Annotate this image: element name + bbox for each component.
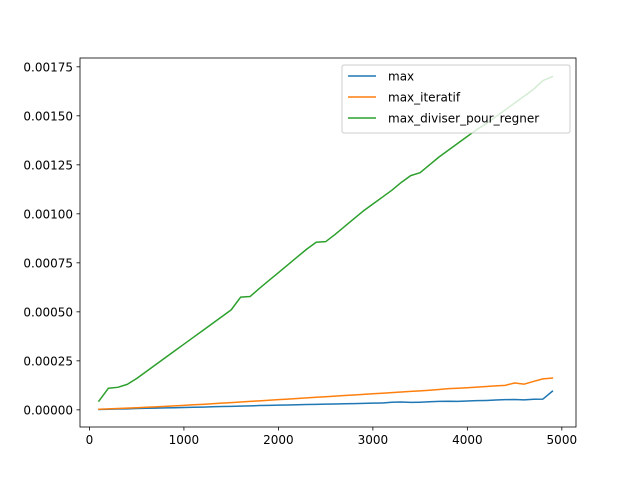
x-tick-label: 1000 [169,433,200,447]
y-tick-label: 0.00125 [23,158,73,172]
x-tick-label: 3000 [358,433,389,447]
y-tick-label: 0.00050 [23,305,73,319]
legend: max max_iteratif max_diviser_pour_regner [341,64,571,134]
y-tick-label: 0.00175 [23,60,73,74]
legend-box [341,64,571,134]
y-tick-label: 0.00100 [23,207,73,221]
legend-label: max [388,70,414,84]
legend-label: max_diviser_pour_regner [388,112,539,126]
y-tick-label: 0.00150 [23,109,73,123]
series-line-max-iteratif [98,377,554,411]
axes: 0 1000 2000 3000 4000 5000 0.00000 0.00025 0.000… [23,57,578,447]
x-tick-label: 5000 [547,433,578,447]
y-tick-label: 0.00000 [23,403,73,417]
x-tick-label: 4000 [452,433,483,447]
x-tick-label: 0 [86,433,94,447]
y-tick-label: 0.00075 [23,256,73,270]
legend-label: max_iteratif [388,91,461,105]
axes-frame [79,57,577,428]
x-tick-label: 2000 [263,433,294,447]
y-tick-label: 0.00025 [23,354,73,368]
series-line-max [98,390,554,411]
